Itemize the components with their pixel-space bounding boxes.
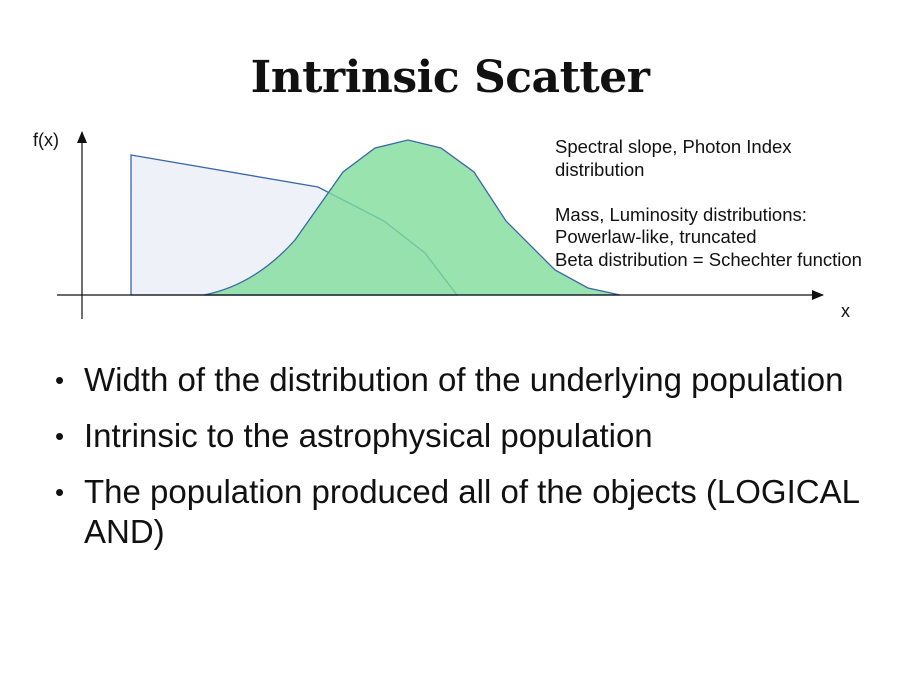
x-axis-label: x xyxy=(841,301,850,321)
bullet-text: Intrinsic to the astrophysical populatio… xyxy=(84,417,653,454)
annotation-spacer xyxy=(555,181,900,204)
bell-curve xyxy=(203,139,621,296)
bullet-symbol: • xyxy=(55,365,65,395)
distribution-diagram: f(x) x xyxy=(33,130,850,321)
bullet-symbol: • xyxy=(55,421,65,451)
annotation-line: Mass, Luminosity distributions: xyxy=(555,203,807,225)
bullet-item: • Intrinsic to the astrophysical populat… xyxy=(55,416,875,456)
annotation-line: Powerlaw-like, truncated xyxy=(555,226,757,247)
annotation-line: distribution xyxy=(555,158,645,180)
y-axis-label: f(x) xyxy=(33,130,59,150)
bullet-text: Width of the distribution of the underly… xyxy=(84,361,844,398)
bullet-list: • Width of the distribution of the under… xyxy=(55,360,875,568)
bullet-item: • The population produced all of the obj… xyxy=(55,472,875,552)
bullet-item: • Width of the distribution of the under… xyxy=(55,360,875,400)
slide-title: Intrinsic Scatter xyxy=(250,52,650,103)
diagram-annotations: Spectral slope, Photon Index distributio… xyxy=(555,136,900,271)
bullet-symbol: • xyxy=(55,477,65,507)
annotation-line: Beta distribution = Schechter function xyxy=(555,248,862,270)
annotation-line: Spectral slope, Photon Index xyxy=(555,136,792,157)
bullet-text: The population produced all of the objec… xyxy=(84,473,859,550)
